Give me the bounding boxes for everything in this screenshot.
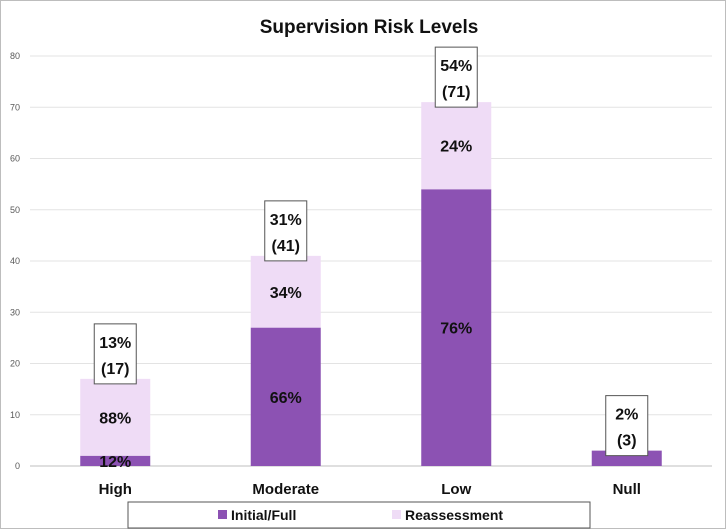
x-tick-label: Null [613,481,641,498]
legend-label: Initial/Full [231,507,296,523]
total-count-label: (17) [101,361,129,378]
y-tick-label: 60 [10,154,20,164]
bar-segment-reassessment [80,378,151,456]
y-tick-label: 0 [15,461,20,471]
bar-segment-reassessment [421,102,492,190]
total-percent-label: 31% [270,212,302,229]
total-callout-box [93,323,137,385]
segment-label: 88% [99,410,131,427]
total-percent-label: 13% [99,335,131,352]
x-tick-label: Low [441,481,471,498]
total-count-label: (71) [442,84,470,101]
y-tick-label: 30 [10,307,20,317]
legend-swatch [392,510,401,519]
chart-title: Supervision Risk Levels [260,17,479,38]
segment-label: 24% [440,139,472,156]
bar-segment-initial [250,327,321,466]
segment-label: 34% [270,285,302,302]
total-count-label: (3) [617,433,637,450]
bar-segment-initial [421,189,492,466]
total-count-label: (41) [272,238,300,255]
total-callout-box [264,200,308,262]
segment-label: 76% [440,321,472,338]
segment-label: 66% [270,390,302,407]
total-percent-label: 2% [615,407,638,424]
segment-label: 12% [99,454,131,471]
bar-segment-initial [80,455,151,466]
total-percent-label: 54% [440,58,472,75]
y-tick-label: 50 [10,205,20,215]
x-tick-label: Moderate [252,481,319,498]
legend-label: Reassessment [405,507,503,523]
y-tick-label: 10 [10,410,20,420]
y-tick-label: 20 [10,359,20,369]
legend-box [127,501,591,529]
bar-segment-reassessment [250,255,321,328]
y-tick-label: 80 [10,51,20,61]
total-callout-box [434,46,478,108]
total-callout-box [605,395,649,457]
legend-swatch [218,510,227,519]
y-tick-label: 40 [10,256,20,266]
y-tick-label: 70 [10,102,20,112]
x-tick-label: High [99,481,132,498]
